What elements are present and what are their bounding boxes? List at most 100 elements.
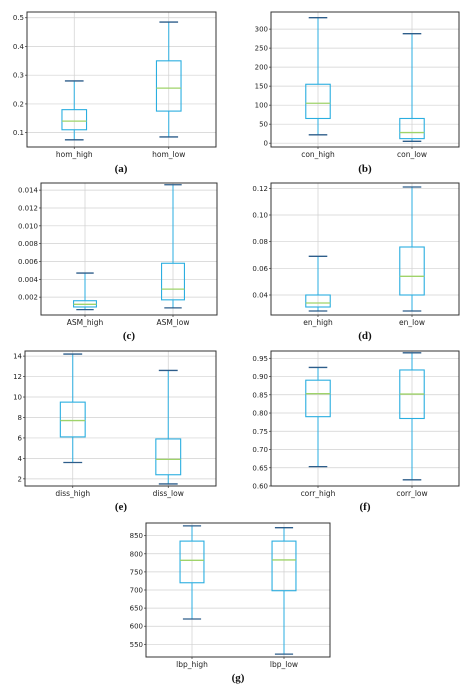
y-tick-label: 0.4 [13,43,25,51]
box-hom_high [61,80,88,141]
axes-frame [270,11,460,148]
y-tick-label: 200 [255,64,268,72]
y-tick-label: 300 [255,26,268,34]
axes-frame [270,350,460,487]
panel-label: (e) [115,501,128,513]
y-tick-label: 14 [13,353,22,361]
iqr-box [161,262,185,301]
iqr-box [271,540,297,592]
y-tick-label: 600 [130,623,143,631]
y-tick-label: 0.04 [252,292,268,300]
y-tick-label: 10 [13,394,22,402]
box-diss_high [59,353,86,464]
box-lbp_low [271,527,297,655]
axes-frame [24,350,217,487]
iqr-box [179,540,205,584]
y-tick-label: 0.65 [252,464,268,472]
category-label: en_high [303,318,333,327]
box-diss_low [155,369,182,485]
y-tick-label: 150 [255,83,268,91]
y-tick-label: 0.60 [252,483,268,491]
category-label: hom_low [152,150,185,159]
iqr-box [59,401,86,438]
iqr-box [155,60,182,112]
panel-label: (b) [358,163,372,175]
y-tick-label: 0.2 [13,100,24,108]
iqr-box [399,117,425,140]
y-tick-label: 0.006 [18,258,39,266]
iqr-box [399,246,425,296]
y-tick-label: 0.08 [252,238,268,246]
y-tick-label: 700 [130,587,143,595]
y-tick-label: 50 [259,121,268,129]
category-label: ASM_low [157,318,190,327]
box-con_high [305,17,331,136]
panel-label: (c) [123,330,136,342]
y-tick-label: 0.002 [18,294,38,302]
category-label: con_low [397,150,427,159]
y-tick-label: 0.85 [252,391,268,399]
y-tick-label: 4 [18,455,23,463]
y-tick-label: 0.90 [252,373,268,381]
panel-d: 0.04 0.06 0.08 0.10 0.12 en_high en_low (d) [252,182,460,342]
category-label: lbp_high [176,660,208,669]
y-tick-label: 8 [18,414,22,422]
category-label: hom_high [56,150,93,159]
iqr-box [155,438,182,476]
y-tick-label: 0.010 [18,222,38,230]
panel-a: 0.1 0.2 0.3 0.4 0.5 hom_high hom_low (a) [13,11,217,175]
y-tick-label: 6 [18,434,23,442]
panel-label: (a) [115,163,128,175]
category-label: ASM_high [67,318,104,327]
y-tick-label: 0.3 [13,72,24,80]
panel-b: 0 50 100 150 200 250 300 con_high con_low (b) [255,11,460,175]
box-ASM_high [73,272,97,311]
y-tick-label: 650 [130,605,143,613]
axes-frame [40,182,218,316]
box-ASM_low [161,184,185,309]
panel-c: 0.002 0.004 0.006 0.008 0.010 0.012 0.014 ASM_h… [18,182,218,342]
axes-frame [26,11,217,148]
y-tick-label: 550 [130,641,143,649]
y-tick-label: 0.004 [18,276,39,284]
y-tick-label: 800 [130,550,143,558]
y-tick-label: 0.80 [252,410,268,418]
box-con_low [399,33,425,142]
y-tick-label: 750 [130,568,143,576]
category-label: con_high [301,150,335,159]
box-corr_high [305,366,331,468]
y-tick-label: 0.10 [252,212,268,220]
panel-label: (g) [232,672,245,684]
box-lbp_high [179,525,205,620]
y-tick-label: 0.014 [18,187,39,195]
box-en_high [305,255,331,312]
panel-label: (d) [358,330,372,342]
y-tick-label: 0.5 [13,14,24,22]
panel-e: 2 4 6 8 10 12 14 diss_high diss_low (e) [13,350,217,513]
y-tick-label: 12 [13,373,22,381]
box-hom_low [155,21,182,138]
box-en_low [399,186,425,312]
y-tick-label: 0.012 [18,204,38,212]
y-tick-label: 250 [255,45,268,53]
iqr-box [61,109,88,131]
iqr-box [305,379,331,418]
y-tick-label: 850 [130,532,143,540]
y-tick-label: 0 [264,140,268,148]
panel-g: 550 600 650 700 750 800 850 lbp_high lbp_low (g) [130,522,331,684]
iqr-box [305,294,331,308]
y-tick-label: 0.06 [252,265,268,273]
box-corr_low [399,352,425,481]
y-tick-label: 0.008 [18,240,38,248]
category-label: corr_low [396,489,427,498]
iqr-box [305,83,331,120]
axes-frame [145,522,331,658]
category-label: diss_low [153,489,184,498]
category-label: corr_high [301,489,336,498]
y-tick-label: 0.70 [252,446,268,454]
panel-f: 0.60 0.65 0.70 0.75 0.80 0.85 0.90 0.95 corr_hig… [252,350,460,513]
category-label: en_low [399,318,425,327]
y-tick-label: 0.1 [13,129,24,137]
y-tick-label: 2 [18,475,22,483]
